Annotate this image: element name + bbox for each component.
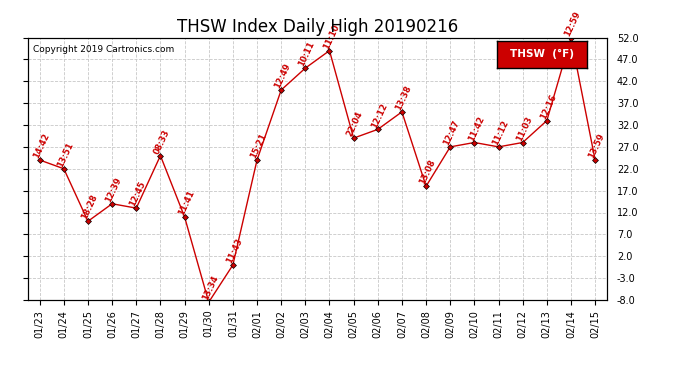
Text: 15:21: 15:21 (249, 132, 268, 160)
Text: 12:59: 12:59 (563, 9, 582, 38)
Text: 13:08: 13:08 (418, 158, 437, 186)
Text: 11:41: 11:41 (177, 189, 196, 217)
Text: 13:34: 13:34 (201, 274, 220, 302)
Title: THSW Index Daily High 20190216: THSW Index Daily High 20190216 (177, 18, 458, 36)
Text: 13:59: 13:59 (587, 132, 607, 160)
Text: 12:12: 12:12 (370, 101, 389, 129)
Text: Copyright 2019 Cartronics.com: Copyright 2019 Cartronics.com (33, 45, 175, 54)
Text: 11:42: 11:42 (466, 114, 486, 142)
Text: 08:33: 08:33 (152, 128, 172, 156)
Text: 12:49: 12:49 (273, 62, 293, 90)
Text: 22:04: 22:04 (346, 110, 365, 138)
Text: 18:28: 18:28 (80, 194, 99, 221)
Text: 12:39: 12:39 (104, 176, 124, 204)
Text: THSW  (°F): THSW (°F) (510, 50, 573, 59)
Text: 12:47: 12:47 (442, 119, 462, 147)
Text: 11:03: 11:03 (515, 115, 534, 142)
Text: 14:42: 14:42 (32, 132, 51, 160)
Text: 13:51: 13:51 (56, 141, 75, 169)
Text: 11:43: 11:43 (225, 237, 244, 265)
Text: 12:45: 12:45 (128, 180, 148, 208)
Text: 11:12: 11:12 (491, 119, 510, 147)
Text: 10:11: 10:11 (297, 40, 317, 68)
Text: 11:10: 11:10 (322, 22, 341, 51)
Text: 13:38: 13:38 (394, 84, 413, 112)
Text: 12:16: 12:16 (539, 93, 558, 121)
